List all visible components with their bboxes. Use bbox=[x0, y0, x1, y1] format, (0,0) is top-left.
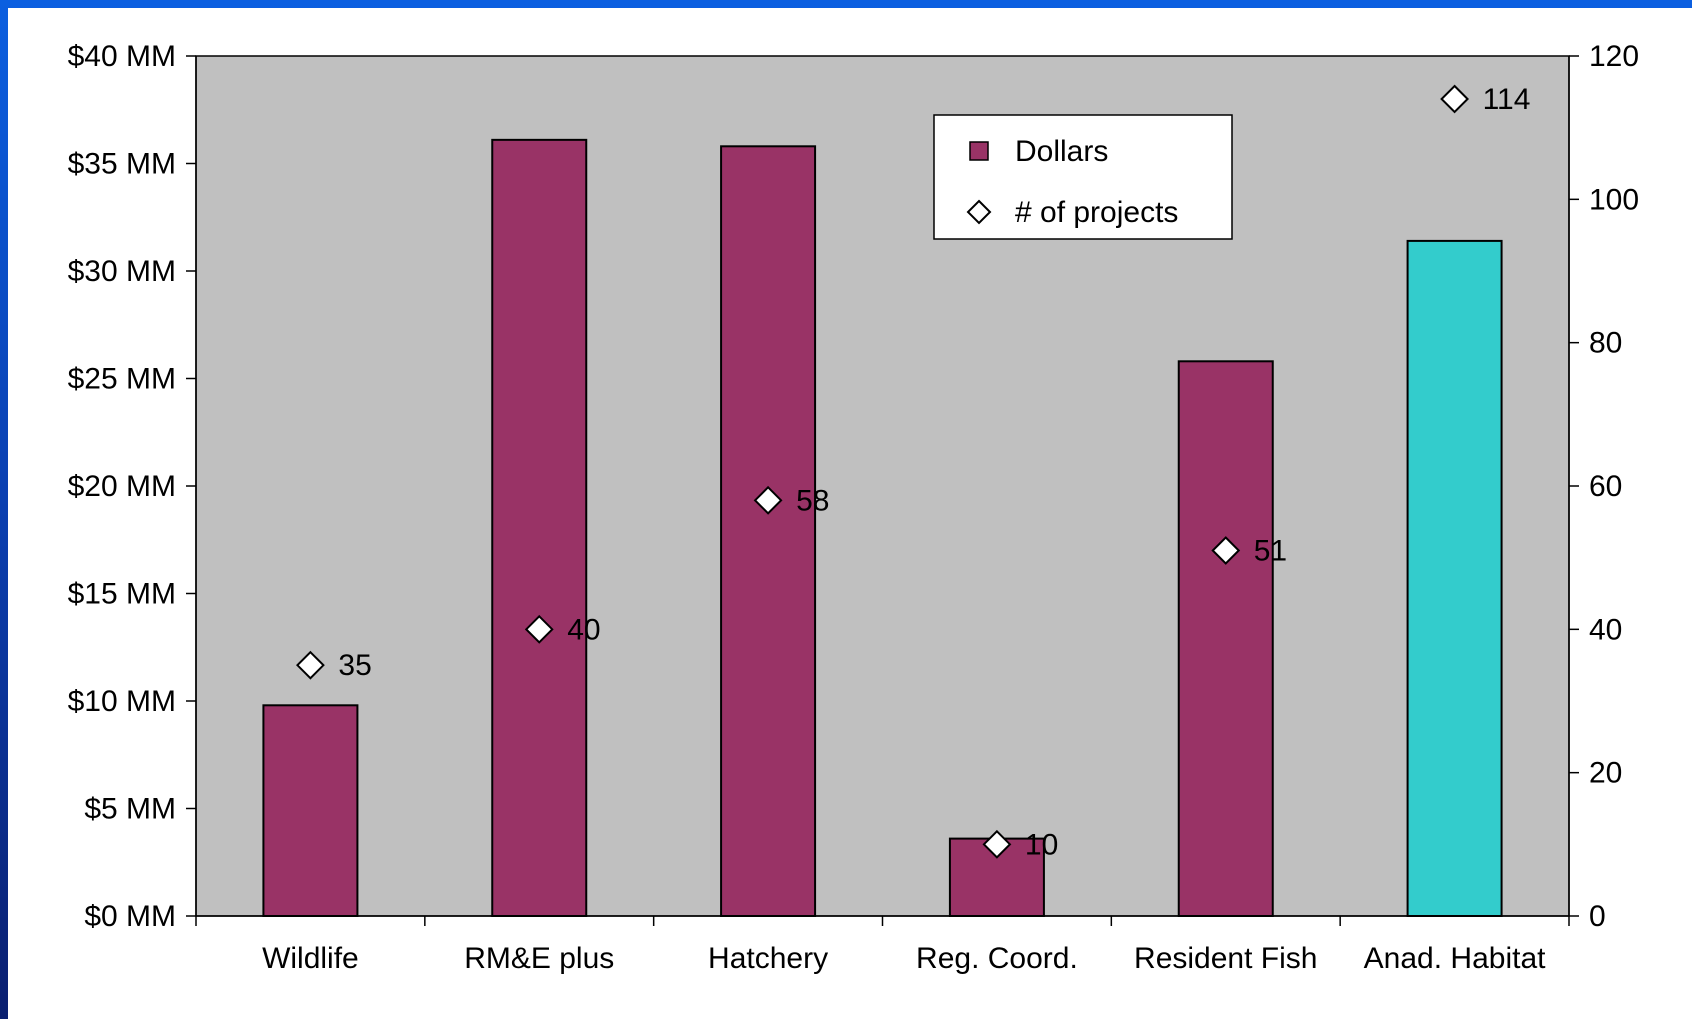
markers-group: 35 40 58 10 51 114 bbox=[296, 83, 1531, 861]
marker-1 bbox=[524, 614, 554, 644]
y-right-tick-label-5: 100 bbox=[1589, 183, 1639, 216]
bar-3 bbox=[948, 837, 1045, 917]
bar-chart: $0 MM $5 MM $10 MM $15 MM $20 MM $25 MM $30 MM… bbox=[68, 40, 1639, 975]
y-left-tick-label-8: $40 MM bbox=[68, 40, 176, 73]
marker-label-1: 40 bbox=[567, 613, 600, 646]
marker-label-5: 114 bbox=[1483, 83, 1531, 116]
y-left-tick-label-3: $15 MM bbox=[68, 578, 176, 611]
x-category-label-5: Anad. Habitat bbox=[1364, 942, 1546, 975]
y-left-tick-label-2: $10 MM bbox=[68, 685, 176, 718]
x-category-label-1: RM&E plus bbox=[464, 942, 614, 975]
y-right-tick-label-1: 20 bbox=[1589, 757, 1622, 790]
marker-5 bbox=[1440, 84, 1469, 114]
y-right-tick-label-6: 120 bbox=[1589, 40, 1639, 73]
bar-5 bbox=[1406, 239, 1503, 917]
legend-dollars-label: Dollars bbox=[1015, 135, 1108, 168]
plot-area bbox=[195, 55, 1570, 917]
y-left-tick-label-7: $35 MM bbox=[68, 148, 176, 181]
y-left-tick-label-4: $20 MM bbox=[68, 470, 176, 503]
x-category-label-2: Hatchery bbox=[708, 942, 828, 975]
y-left-tick-label-1: $5 MM bbox=[84, 793, 176, 826]
slide-frame: $0 MM $5 MM $10 MM $15 MM $20 MM $25 MM $30 MM… bbox=[8, 8, 1692, 1019]
legend: Dollars # of projects bbox=[933, 114, 1233, 240]
y-left-tick-label-0: $0 MM bbox=[84, 900, 176, 933]
bars-group bbox=[262, 138, 1503, 918]
bar-0 bbox=[262, 704, 359, 917]
marker-2 bbox=[753, 485, 783, 515]
y-right-tick-label-0: 0 bbox=[1589, 900, 1606, 933]
legend-projects-label: # of projects bbox=[1015, 196, 1178, 229]
marker-3 bbox=[982, 829, 1012, 859]
y-left-tick-label-5: $25 MM bbox=[68, 363, 176, 396]
marker-4 bbox=[1211, 536, 1241, 565]
y-left-tick-label-6: $30 MM bbox=[68, 255, 176, 288]
marker-label-4: 51 bbox=[1254, 535, 1287, 568]
y-right-tick-label-4: 80 bbox=[1589, 327, 1622, 360]
axes-group: $0 MM $5 MM $10 MM $15 MM $20 MM $25 MM $30 MM… bbox=[68, 40, 1639, 975]
marker-label-2: 58 bbox=[796, 484, 829, 517]
bar-4 bbox=[1177, 360, 1274, 917]
x-category-label-3: Reg. Coord. bbox=[916, 942, 1078, 975]
y-right-tick-label-3: 60 bbox=[1589, 470, 1622, 503]
marker-label-3: 10 bbox=[1025, 828, 1058, 861]
legend-dollars-swatch bbox=[969, 141, 989, 161]
x-category-label-0: Wildlife bbox=[262, 942, 359, 975]
legend-projects-marker-icon bbox=[966, 199, 992, 225]
bar-1 bbox=[491, 138, 588, 918]
x-category-label-4: Resident Fish bbox=[1134, 942, 1317, 975]
marker-0 bbox=[296, 650, 325, 680]
bar-2 bbox=[720, 145, 817, 918]
y-right-tick-label-2: 40 bbox=[1589, 613, 1622, 646]
marker-label-0: 35 bbox=[338, 649, 371, 682]
